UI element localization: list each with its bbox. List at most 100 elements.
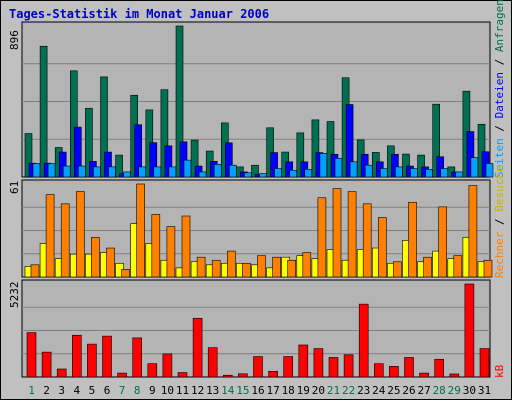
bar-seiten: [349, 161, 358, 178]
bar-kb: [117, 372, 127, 378]
bar-anfragen: [85, 107, 93, 178]
bar-kb: [434, 358, 445, 378]
bar-dateien: [164, 145, 173, 178]
bar-kb: [87, 343, 97, 378]
chart-title: Tages-Statistik im Monat Januar 2006: [9, 7, 269, 21]
bar-rechner: [408, 201, 417, 278]
bar-kb: [223, 374, 233, 378]
x-axis-day-label: 2: [43, 384, 50, 397]
bar-dateien: [436, 156, 445, 178]
bar-rechner: [393, 261, 402, 278]
bar-seiten: [47, 163, 56, 178]
bar-kb: [192, 318, 203, 378]
bar-dateien: [58, 151, 67, 178]
panel-top: 896: [8, 21, 494, 178]
bar-seiten: [440, 168, 449, 178]
legend-rechner: Rechner: [493, 231, 506, 278]
bar-rechner: [332, 188, 342, 278]
bar-rechner: [317, 197, 327, 278]
bar-seiten: [289, 169, 298, 178]
panel-bottom: 5232: [8, 279, 491, 378]
bar-kb: [41, 351, 52, 378]
bar-seiten: [32, 163, 41, 178]
bar-rechner: [257, 255, 266, 278]
bar-kb: [102, 335, 112, 378]
bar-kb: [238, 373, 248, 378]
x-axis-day-label: 1: [28, 384, 35, 397]
panel-bottom-ymax-label: 5232: [8, 282, 21, 309]
x-axis-day-label: 27: [417, 384, 430, 397]
bar-seiten: [93, 166, 101, 178]
x-axis-day-label: 18: [282, 384, 295, 397]
bar-anfragen: [296, 132, 305, 178]
bar-kb: [72, 334, 82, 378]
bar-kb: [56, 368, 67, 378]
x-axis-day-label: 9: [149, 384, 156, 397]
bar-rechner: [438, 206, 448, 278]
bar-anfragen: [190, 139, 199, 178]
bar-dateien: [134, 124, 142, 178]
legend-separator: /: [493, 52, 506, 72]
x-axis-day-label: 21: [327, 384, 340, 397]
bar-anfragen: [432, 103, 441, 178]
panel-middle: 61: [8, 179, 493, 278]
bar-seiten: [304, 169, 313, 178]
bar-kb: [343, 354, 354, 378]
bar-rechner: [30, 264, 40, 278]
bar-rechner: [196, 256, 206, 278]
x-axis-day-label: 20: [312, 384, 325, 397]
bar-anfragen: [477, 123, 486, 178]
bar-kb: [404, 357, 414, 378]
bar-dateien: [74, 126, 82, 178]
bar-anfragen: [24, 133, 33, 178]
x-axis-day-label: 15: [236, 384, 249, 397]
bar-rechner: [377, 217, 387, 278]
bar-dateien: [149, 142, 158, 178]
x-axis-day-label: 30: [463, 384, 476, 397]
bar-kb: [253, 356, 263, 378]
x-axis-day-label: 19: [297, 384, 310, 397]
bar-rechner: [272, 256, 281, 278]
panel-top-ymax-label: 896: [8, 30, 21, 50]
bar-seiten: [274, 168, 282, 178]
panel-top-background: [21, 21, 491, 178]
panel-bars: [24, 183, 493, 278]
bar-rechner: [121, 269, 130, 278]
bar-kb: [132, 337, 142, 378]
bar-rechner: [106, 247, 115, 278]
bar-seiten: [213, 164, 222, 178]
legend-separator: /: [493, 118, 506, 138]
bar-kb: [373, 363, 384, 378]
bar-rechner: [287, 259, 297, 278]
bar-rechner: [166, 226, 176, 278]
bar-seiten: [198, 171, 207, 178]
bar-rechner: [242, 262, 251, 278]
bar-rechner: [181, 215, 191, 278]
bar-dateien: [285, 161, 294, 178]
x-axis-day-label: 25: [387, 384, 400, 397]
bar-seiten: [455, 171, 464, 178]
bar-dateien: [466, 131, 475, 178]
bar-rechner: [302, 252, 312, 278]
x-axis-day-label: 28: [433, 384, 446, 397]
bar-kb: [283, 356, 294, 378]
x-axis-day-label: 7: [119, 384, 126, 397]
bar-seiten: [62, 165, 71, 178]
bar-seiten: [395, 166, 403, 178]
bar-rechner: [227, 250, 236, 278]
bar-seiten: [138, 166, 146, 178]
bar-seiten: [425, 169, 433, 178]
bar-rechner: [468, 185, 478, 278]
panel-gridlines: [22, 63, 490, 140]
bar-anfragen: [115, 154, 123, 178]
bar-kb: [358, 303, 369, 378]
bar-kb: [449, 373, 460, 378]
bar-anfragen: [402, 153, 410, 178]
bar-seiten: [183, 159, 192, 178]
bar-seiten: [334, 158, 343, 178]
x-axis-day-label: 10: [161, 384, 174, 397]
bar-anfragen: [311, 119, 320, 178]
bar-dateien: [104, 151, 112, 178]
x-axis-day-label: 22: [342, 384, 355, 397]
